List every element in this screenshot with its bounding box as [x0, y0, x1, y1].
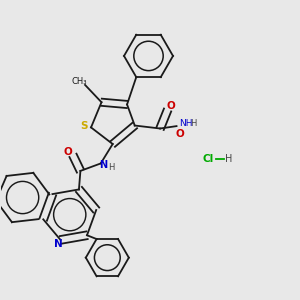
Text: O: O	[175, 130, 184, 140]
Text: H: H	[224, 154, 232, 164]
Text: NH: NH	[179, 119, 192, 128]
Text: H: H	[190, 119, 196, 128]
Text: Cl: Cl	[202, 154, 214, 164]
Text: O: O	[166, 101, 175, 111]
Text: H: H	[108, 164, 114, 172]
Text: CH₃: CH₃	[72, 77, 87, 86]
Text: S: S	[80, 121, 87, 131]
Text: N: N	[54, 239, 62, 249]
Text: N: N	[99, 160, 107, 170]
Text: O: O	[63, 147, 72, 157]
